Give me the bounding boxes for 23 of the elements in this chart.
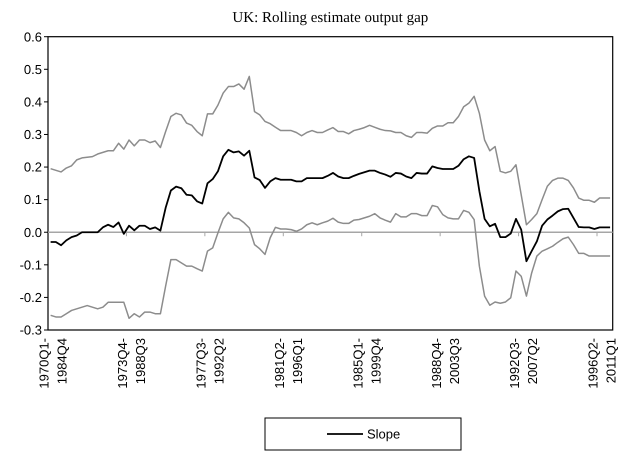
y-tick-label: -0.1	[20, 257, 42, 272]
y-tick-label: 0.0	[24, 224, 42, 240]
chart-title: UK: Rolling estimate output gap	[232, 10, 428, 26]
y-tick-label: 0.3	[24, 127, 42, 142]
y-tick-label: 0.5	[24, 62, 42, 77]
legend-label: Slope	[367, 426, 400, 442]
x-tick-label: 1981Q2-1996Q1	[272, 338, 305, 389]
x-tick-label: 1970Q1-1984Q4	[36, 338, 70, 389]
y-tick-label: 0.6	[24, 29, 42, 44]
x-tick-label: 1973Q4-1988Q3	[115, 338, 148, 389]
y-tick-label: 0.2	[24, 160, 42, 175]
x-tick-label: 1996Q2-2011Q1	[586, 338, 619, 389]
y-tick-label: -0.3	[20, 322, 42, 338]
line-series	[50, 148, 611, 262]
line-series	[50, 76, 611, 226]
line-series	[50, 204, 611, 320]
x-tick-label: 1977Q3-1992Q2	[193, 338, 226, 389]
y-tick-label: 0.1	[24, 192, 42, 208]
y-tick-label: -0.2	[20, 290, 42, 305]
x-tick-label: 1992Q3-2007Q2	[507, 338, 540, 389]
y-tick-label: 0.4	[24, 94, 42, 110]
x-tick-label: 1988Q4-2003Q3	[428, 338, 462, 389]
x-tick-label: 1985Q1-1999Q4	[350, 338, 384, 389]
